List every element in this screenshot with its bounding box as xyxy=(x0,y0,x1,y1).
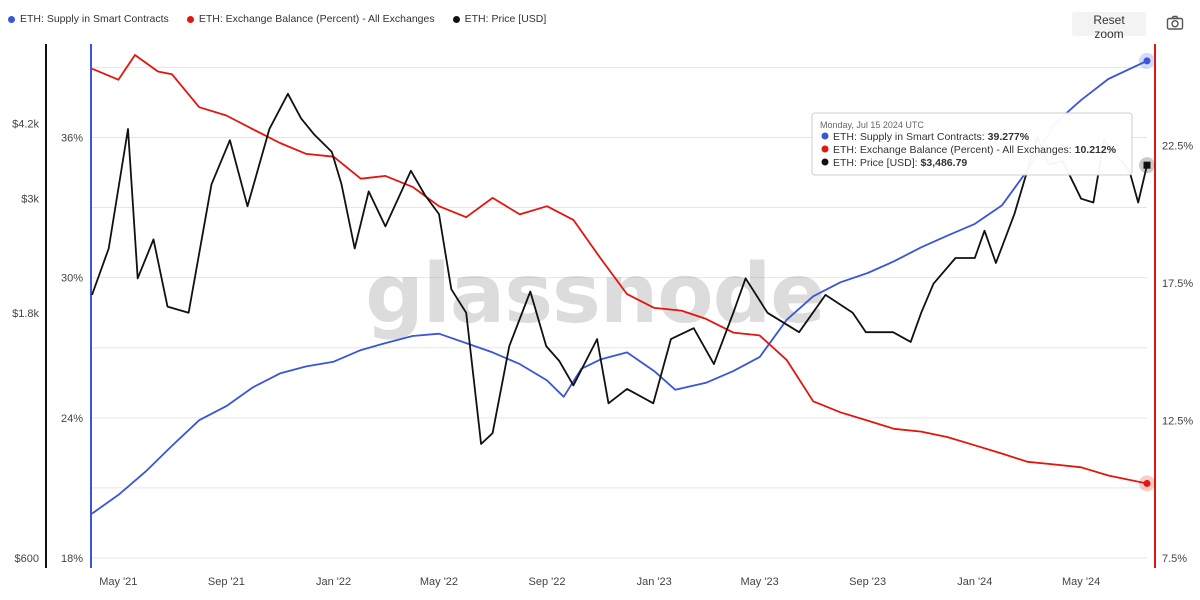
tooltip-value: $3,486.79 xyxy=(921,157,968,169)
reset-zoom-button[interactable]: Reset zoom xyxy=(1072,12,1146,41)
legend-item-exchange-balance[interactable]: ETH: Exchange Balance (Percent) - All Ex… xyxy=(186,13,435,25)
hover-marker xyxy=(1143,161,1151,169)
tooltip-label: ETH: Price [USD]: xyxy=(833,157,918,169)
watermark: glassnode xyxy=(365,247,825,342)
price-tick-label: $600 xyxy=(15,553,39,565)
x-tick-label: May '22 xyxy=(420,576,458,588)
x-tick-label: Sep '21 xyxy=(208,576,245,588)
x-tick-label: May '21 xyxy=(99,576,137,588)
axes: $600 $1.8k $3k $4.2k 18% 24% 30% 36% 7.5% 12.5% 17… xyxy=(12,44,1193,588)
hover-marker xyxy=(1143,479,1151,487)
exchange-tick-label: 12.5% xyxy=(1162,416,1193,428)
legend-label: ETH: Exchange Balance (Percent) - All Ex… xyxy=(198,13,435,25)
x-tick-label: Sep '23 xyxy=(849,576,886,588)
tooltip-label: ETH: Supply in Smart Contracts: xyxy=(833,131,985,143)
supply-tick-label: 30% xyxy=(61,273,83,285)
supply-tick-label: 36% xyxy=(61,132,83,144)
series-line xyxy=(91,92,1148,445)
legend-item-supply-smart-contracts[interactable]: ETH: Supply in Smart Contracts xyxy=(8,13,169,25)
x-tick-label: Jan '22 xyxy=(316,576,351,588)
exchange-tick-label: 7.5% xyxy=(1162,553,1187,565)
x-tick-label: Jan '24 xyxy=(957,576,992,588)
x-tick-label: May '24 xyxy=(1062,576,1100,588)
legend-marker-black xyxy=(452,15,460,23)
supply-tick-label: 24% xyxy=(61,413,83,425)
hover-markers xyxy=(1139,52,1155,492)
tooltip: Monday, Jul 15 2024 UTC ETH: Supply in S… xyxy=(811,112,1133,176)
exchange-tick-label: 22.5% xyxy=(1162,141,1193,153)
tooltip-row-supply: ETH: Supply in Smart Contracts: 39.277% xyxy=(833,131,1030,143)
camera-icon[interactable] xyxy=(1166,14,1184,32)
price-tick-label: $3k xyxy=(21,194,39,206)
series-lines xyxy=(91,54,1148,515)
tooltip-dot-supply xyxy=(821,132,829,140)
tooltip-dot-exchange xyxy=(821,145,829,153)
chart-legend: ETH: Supply in Smart Contracts ETH: Exch… xyxy=(8,8,564,30)
legend-marker-red xyxy=(186,15,194,23)
supply-tick-label: 18% xyxy=(61,553,83,565)
price-tick-label: $1.8k xyxy=(12,308,39,320)
price-tick-label: $4.2k xyxy=(12,119,39,131)
tooltip-dot-price xyxy=(821,158,829,166)
tooltip-value: 10.212% xyxy=(1075,144,1117,156)
legend-item-price[interactable]: ETH: Price [USD] xyxy=(452,13,547,25)
tooltip-box xyxy=(811,112,1133,176)
x-tick-label: Sep '22 xyxy=(529,576,566,588)
tooltip-date: Monday, Jul 15 2024 UTC xyxy=(820,120,924,130)
x-tick-label: May '23 xyxy=(741,576,779,588)
x-tick-label: Jan '23 xyxy=(637,576,672,588)
tooltip-row-exchange: ETH: Exchange Balance (Percent) - All Ex… xyxy=(833,144,1117,156)
tooltip-label: ETH: Exchange Balance (Percent) - All Ex… xyxy=(833,144,1072,156)
tooltip-row-price: ETH: Price [USD]: $3,486.79 xyxy=(833,157,967,169)
legend-marker-blue xyxy=(8,15,15,23)
tooltip-value: 39.277% xyxy=(988,131,1030,143)
exchange-tick-label: 17.5% xyxy=(1162,278,1193,290)
series-line xyxy=(91,54,1148,485)
legend-label: ETH: Price [USD] xyxy=(464,13,547,25)
hover-marker xyxy=(1143,57,1151,65)
legend-label: ETH: Supply in Smart Contracts xyxy=(20,13,169,25)
